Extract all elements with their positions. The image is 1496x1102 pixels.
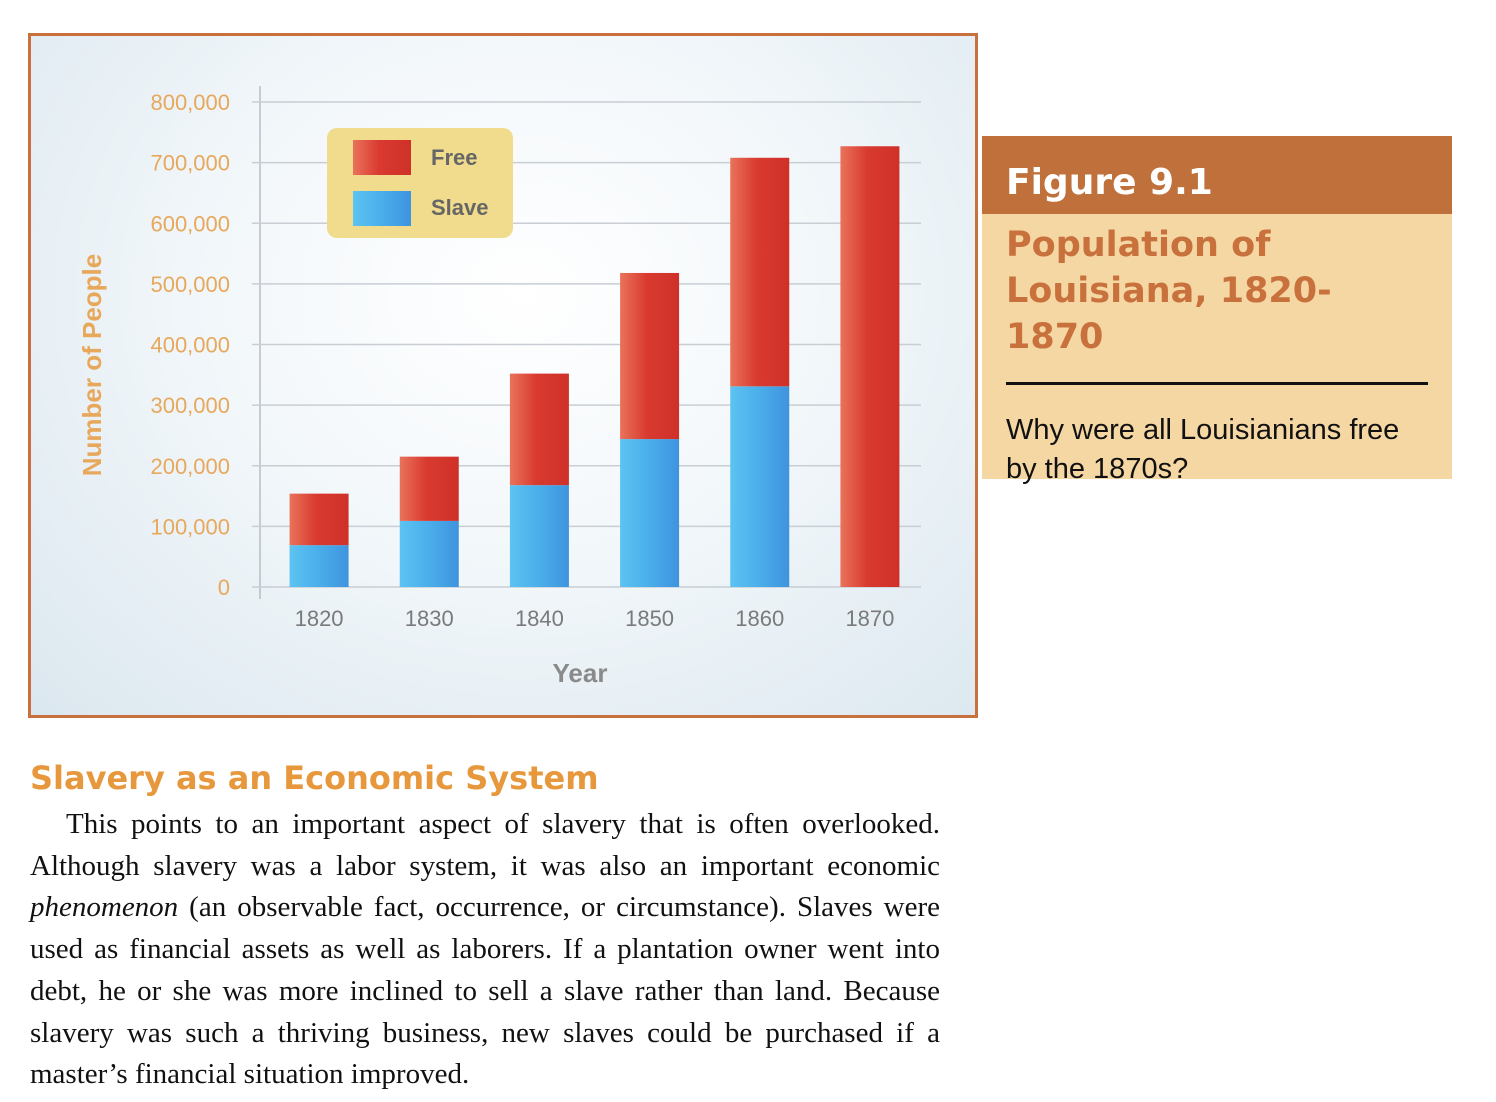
y-tick-label: 200,000 xyxy=(150,454,230,479)
bar-free-1840 xyxy=(509,373,569,486)
bar-slave-1830 xyxy=(399,520,459,587)
figure-question: Why were all Louisianians free by the 18… xyxy=(1006,414,1400,485)
y-tick-label: 0 xyxy=(218,575,230,600)
body-paragraph: This points to an important aspect of sl… xyxy=(30,804,940,1096)
x-tick-label: 1870 xyxy=(845,606,894,631)
x-tick-label: 1840 xyxy=(515,606,564,631)
section-title: Slavery as an Economic System xyxy=(30,759,599,797)
x-axis-title: Year xyxy=(553,658,608,688)
legend-label-slave: Slave xyxy=(431,195,489,220)
chart-legend: Free Slave xyxy=(327,128,513,238)
x-tick-label: 1830 xyxy=(405,606,454,631)
x-tick-label: 1860 xyxy=(735,606,784,631)
bar-slave-1820 xyxy=(289,545,349,587)
legend-swatch-slave xyxy=(353,191,411,226)
x-tick-label: 1820 xyxy=(295,606,344,631)
y-tick-label: 600,000 xyxy=(150,211,230,236)
body-text-part1: This points to an important aspect of sl… xyxy=(30,808,940,882)
population-chart: 0 100,000 200,000 300,000 400,000 500,000 600,… xyxy=(77,86,921,688)
bar-slave-1850 xyxy=(620,439,680,587)
chart-frame: 0 100,000 200,000 300,000 400,000 500,000 600,… xyxy=(28,33,978,718)
bar-free-1830 xyxy=(399,456,459,521)
bar-slave-1840 xyxy=(509,485,569,587)
bar-free-1850 xyxy=(620,272,680,440)
y-tick-label: 400,000 xyxy=(150,333,230,358)
y-tick-label: 800,000 xyxy=(150,90,230,115)
y-tick-label: 100,000 xyxy=(150,514,230,539)
legend-swatch-free xyxy=(353,140,411,175)
bar-free-1870 xyxy=(840,146,900,587)
y-tick-label: 500,000 xyxy=(150,272,230,297)
figure-caption-box: Figure 9.1 Population of Louisiana, 1820… xyxy=(982,136,1452,485)
bar-slave-1860 xyxy=(730,386,790,587)
legend-label-free: Free xyxy=(431,145,477,170)
y-tick-label: 300,000 xyxy=(150,393,230,418)
figure-label: Figure 9.1 xyxy=(982,136,1452,214)
body-text-term: phenomenon xyxy=(30,891,179,924)
body-text-part2: (an observable fact, occurrence, or circ… xyxy=(30,891,940,1091)
y-axis-title: Number of People xyxy=(77,254,107,476)
y-tick-label: 700,000 xyxy=(150,151,230,176)
figure-title: Population of Louisiana, 1820-1870 xyxy=(1006,222,1428,385)
bar-free-1820 xyxy=(289,493,349,546)
bar-free-1860 xyxy=(730,157,790,387)
x-tick-label: 1850 xyxy=(625,606,674,631)
